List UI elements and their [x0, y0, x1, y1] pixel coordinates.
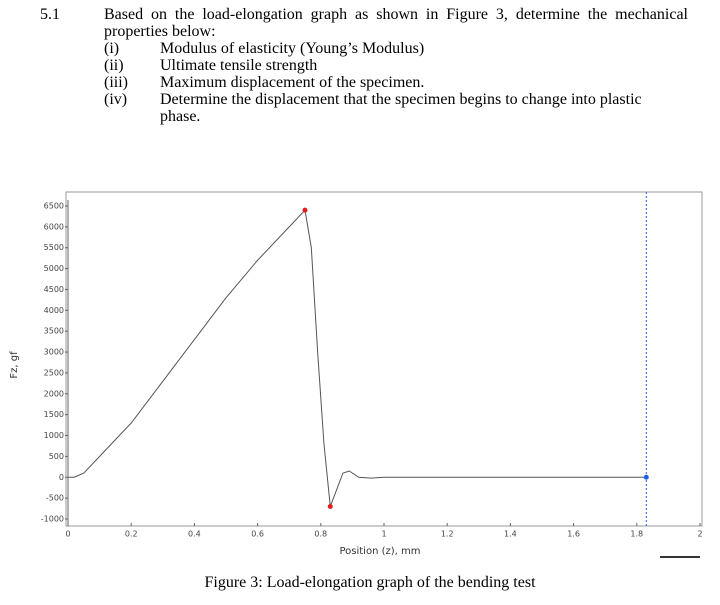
y-tick-label: 2000 [44, 389, 64, 398]
y-tick-label: 5500 [44, 243, 64, 252]
y-tick-label: 3500 [44, 327, 64, 336]
y-tick-label: 4000 [44, 306, 64, 315]
question-number: 5.1 [40, 6, 60, 23]
item-label: (ii) [104, 57, 124, 74]
item-text: Maximum displacement of the specimen. [160, 74, 425, 91]
item-label: (iii) [104, 74, 128, 91]
plot-frame [65, 191, 703, 527]
x-tick-label: 0.8 [314, 530, 327, 539]
x-tick-label: 1.6 [567, 530, 580, 539]
y-tick-label: 6500 [44, 202, 64, 211]
x-tick-label: 1.8 [630, 530, 643, 539]
data-line [68, 209, 647, 507]
y-tick-label: 4500 [44, 285, 64, 294]
x-tick-label: 1.4 [504, 530, 517, 539]
x-tick-label: 0.2 [125, 530, 138, 539]
chart: Position (z), mm Fz, gf -1000-5000500100… [9, 191, 703, 558]
x-tick-label: 1 [381, 530, 386, 539]
x-tick-label: 0.6 [251, 530, 264, 539]
item-text: Ultimate tensile strength [160, 57, 318, 74]
marker [327, 503, 333, 509]
y-tick-label: 6000 [44, 222, 64, 231]
y-tick-label: 1500 [44, 410, 64, 419]
y-tick-label: 0 [59, 473, 64, 482]
y-tick-label: -500 [46, 494, 64, 503]
y-tick-label: 500 [49, 452, 64, 461]
y-tick-label: 5000 [44, 264, 64, 273]
y-tick-label: 1000 [44, 431, 64, 440]
y-tick-label: 3000 [44, 348, 64, 357]
y-tick-label: -1000 [41, 515, 64, 524]
x-axis-label: Position (z), mm [339, 546, 420, 557]
marker [302, 207, 308, 213]
question-intro: Based on the load-elongation graph as sh… [104, 6, 688, 40]
x-tick-label: 0.4 [188, 530, 201, 539]
x-tick-label: 2 [697, 530, 702, 539]
figure-caption: Figure 3: Load-elongation graph of the b… [204, 574, 536, 591]
y-axis-label: Fz, gf [9, 351, 20, 379]
y-tick-label: 2500 [44, 368, 64, 377]
item-label: (i) [104, 40, 120, 57]
marker [643, 474, 649, 480]
x-tick-label: 1.2 [441, 530, 454, 539]
item-text: Determine the displacement that the spec… [160, 91, 642, 125]
x-tick-label: 0 [65, 530, 70, 539]
item-label: (iv) [104, 91, 128, 108]
item-text: Modulus of elasticity (Young’s Modulus) [160, 40, 425, 57]
